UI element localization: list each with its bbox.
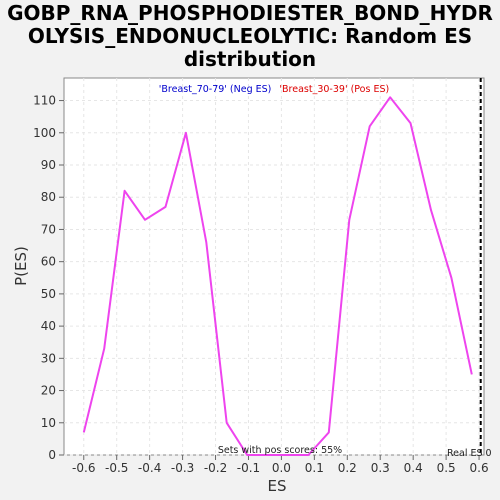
x-tick-label: -0.1 <box>237 461 260 475</box>
x-tick-label: -0.3 <box>171 461 194 475</box>
x-tick-label: -0.5 <box>105 461 128 475</box>
y-tick-label: 100 <box>33 126 56 140</box>
y-tick-label: 90 <box>41 158 56 172</box>
x-tick-label: -0.2 <box>204 461 227 475</box>
y-tick-label: 10 <box>41 416 56 430</box>
x-tick-label: 0.4 <box>404 461 423 475</box>
y-tick-label: 50 <box>41 287 56 301</box>
x-tick-label: -0.4 <box>138 461 161 475</box>
x-tick-label: 0.1 <box>305 461 324 475</box>
x-tick-label: 0.3 <box>371 461 390 475</box>
x-tick-label: -0.6 <box>72 461 95 475</box>
y-tick-label: 60 <box>41 255 56 269</box>
series-layer <box>82 96 473 456</box>
axis-ticks: -0.6 -0.5 -0.4 -0.3 -0.2 -0.1 0.0 0.1 0.2 0.3 0.4 0… <box>33 94 489 475</box>
pos-scores-annotation: Sets with pos scores: 55% <box>218 445 342 456</box>
es-distribution-line <box>82 96 473 456</box>
y-tick-label: 70 <box>41 222 56 236</box>
x-tick-label: 0.6 <box>470 461 489 475</box>
y-tick-label: 40 <box>41 319 56 333</box>
chart-title-line-3: distribution <box>183 47 317 71</box>
x-tick-label: 0.5 <box>437 461 456 475</box>
legend-neg-entry: 'Breast_70-79' (Neg ES) <box>159 84 272 95</box>
legend-pos-entry: 'Breast_30-39' (Pos ES) <box>279 84 389 95</box>
y-tick-label: 80 <box>41 190 56 204</box>
grid-lines <box>64 78 484 456</box>
y-axis-label: P(ES) <box>12 246 30 286</box>
x-tick-label: 0.2 <box>338 461 357 475</box>
real-es-label: Real ES 0 <box>447 448 492 459</box>
x-axis-label: ES <box>268 477 287 495</box>
y-tick-label: 20 <box>41 384 56 398</box>
chart-title-line-1: GOBP_RNA_PHOSPHODIESTER_BOND_HYDR <box>7 1 493 25</box>
y-tick-label: 0 <box>48 448 56 462</box>
legend: 'Breast_70-79' (Neg ES) 'Breast_30-39' (… <box>159 84 389 95</box>
chart-title-line-2: OLYSIS_ENDONUCLEOLYTIC: Random ES <box>27 24 473 48</box>
plot-area <box>63 77 485 456</box>
y-tick-label: 30 <box>41 351 56 365</box>
x-tick-label: 0.0 <box>272 461 291 475</box>
chart-title: GOBP_RNA_PHOSPHODIESTER_BOND_HYDR OLYSIS… <box>0 2 500 71</box>
y-tick-label: 110 <box>33 94 56 108</box>
